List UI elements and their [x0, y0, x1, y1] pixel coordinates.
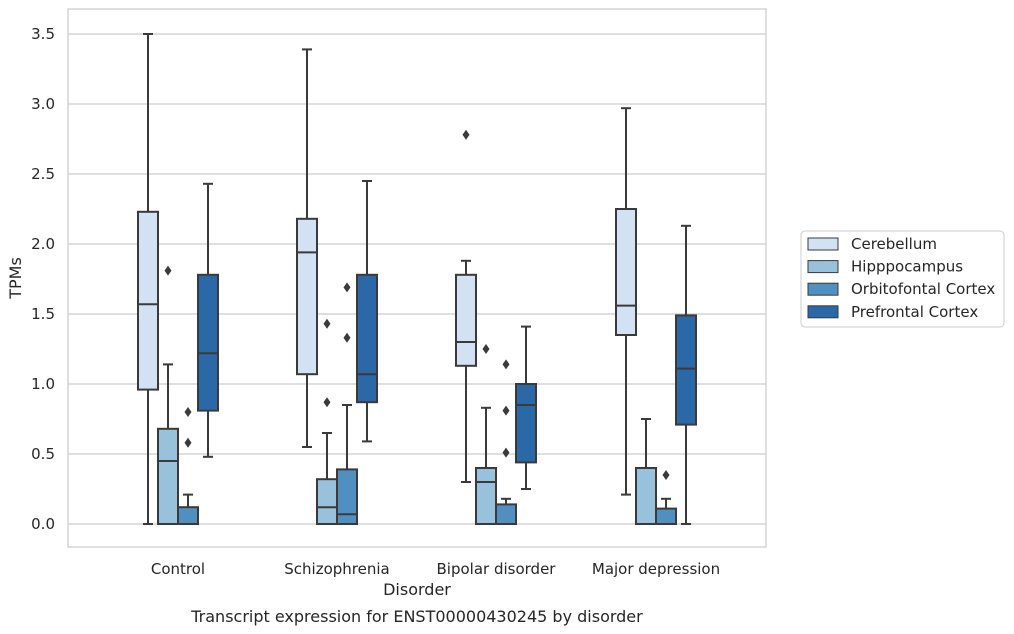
box-iqr	[495, 503, 517, 525]
plot-area-frame	[67, 8, 767, 548]
x-tick-label: Major depression	[592, 560, 720, 578]
outlier-point	[462, 129, 470, 140]
box-iqr	[675, 314, 697, 426]
legend-item: Cerebellum	[807, 235, 937, 253]
outlier-point	[323, 318, 331, 329]
box-prefrontal-cortex	[515, 325, 537, 490]
box-prefrontal-cortex	[675, 224, 697, 525]
box-prefrontal-cortex	[197, 182, 219, 458]
legend-swatch	[807, 282, 839, 296]
box-iqr	[177, 506, 199, 526]
x-tick-label: Schizophrenia	[284, 560, 389, 578]
y-gridlines	[68, 33, 766, 525]
legend-item: Hipppocampus	[807, 258, 963, 276]
legend-item: Prefrontal Cortex	[807, 303, 978, 321]
outlier-point	[482, 344, 490, 354]
box-iqr	[455, 273, 477, 367]
box-cerebellum	[137, 33, 159, 525]
x-tick-label: Control	[151, 560, 205, 578]
box-iqr	[336, 468, 358, 525]
outlier-point	[502, 359, 510, 370]
box-hipppocampus	[316, 318, 338, 526]
y-tick-label: 2.5	[31, 165, 55, 183]
y-tick-label: 1.5	[31, 305, 55, 323]
box-iqr	[316, 478, 338, 526]
legend-swatch	[807, 237, 839, 251]
box-iqr	[615, 208, 637, 336]
box-orbitofontal-cortex	[336, 282, 358, 525]
box-iqr	[137, 210, 159, 391]
legend-items: Cerebellum Hipppocampus Orbitofontal Corte…	[807, 235, 995, 321]
box-iqr	[197, 273, 219, 412]
box-prefrontal-cortex	[356, 180, 378, 443]
box-orbitofontal-cortex	[495, 359, 517, 525]
box-hipppocampus	[635, 418, 657, 525]
outlier-point	[164, 265, 172, 276]
box-hipppocampus	[475, 344, 497, 525]
x-tick-label: Bipolar disorder	[437, 560, 557, 578]
outlier-point	[343, 332, 351, 343]
box-cerebellum	[296, 48, 318, 448]
y-tick-label: 2.0	[31, 235, 55, 253]
chart-title: Transcript expression for ENST0000043024…	[190, 607, 643, 626]
y-axis-label: TPMs	[6, 257, 25, 300]
legend-swatch	[807, 260, 839, 274]
x-tick-labels: Control Schizophrenia Bipolar disorder Majo…	[151, 560, 720, 578]
outlier-point	[184, 437, 192, 448]
box-iqr	[296, 217, 318, 376]
box-orbitofontal-cortex	[655, 470, 677, 526]
box-series	[137, 33, 697, 526]
y-tick-labels: 0.0 0.5 1.0 1.5 2.0 2.5 3.0 3.5	[31, 25, 55, 533]
legend: Cerebellum Hipppocampus Orbitofontal Corte…	[800, 230, 1005, 328]
legend-label: Prefrontal Cortex	[851, 303, 978, 321]
outlier-point	[502, 447, 510, 458]
outlier-point	[662, 470, 670, 480]
box-iqr	[635, 467, 657, 525]
box-cerebellum	[455, 129, 477, 483]
box-iqr	[356, 273, 378, 404]
legend-frame	[800, 230, 1005, 328]
outlier-point	[343, 282, 351, 293]
outlier-point	[184, 407, 192, 417]
box-iqr	[157, 427, 179, 525]
x-axis-label: Disorder	[383, 580, 451, 599]
box-hipppocampus	[157, 265, 179, 525]
box-iqr	[515, 383, 537, 464]
box-iqr	[475, 467, 497, 525]
outlier-point	[323, 397, 331, 408]
outlier-point	[502, 405, 510, 416]
y-tick-label: 0.5	[31, 445, 55, 463]
y-tick-label: 3.0	[31, 95, 55, 113]
legend-label: Hipppocampus	[851, 258, 963, 276]
box-iqr	[655, 507, 677, 526]
box-cerebellum	[615, 107, 637, 496]
y-tick-label: 3.5	[31, 25, 55, 43]
y-tick-label: 1.0	[31, 375, 55, 393]
legend-label: Orbitofontal Cortex	[851, 280, 995, 298]
box-orbitofontal-cortex	[177, 407, 199, 526]
legend-item: Orbitofontal Cortex	[807, 280, 995, 298]
y-tick-label: 0.0	[31, 515, 55, 533]
legend-label: Cerebellum	[851, 235, 937, 253]
legend-swatch	[807, 305, 839, 319]
